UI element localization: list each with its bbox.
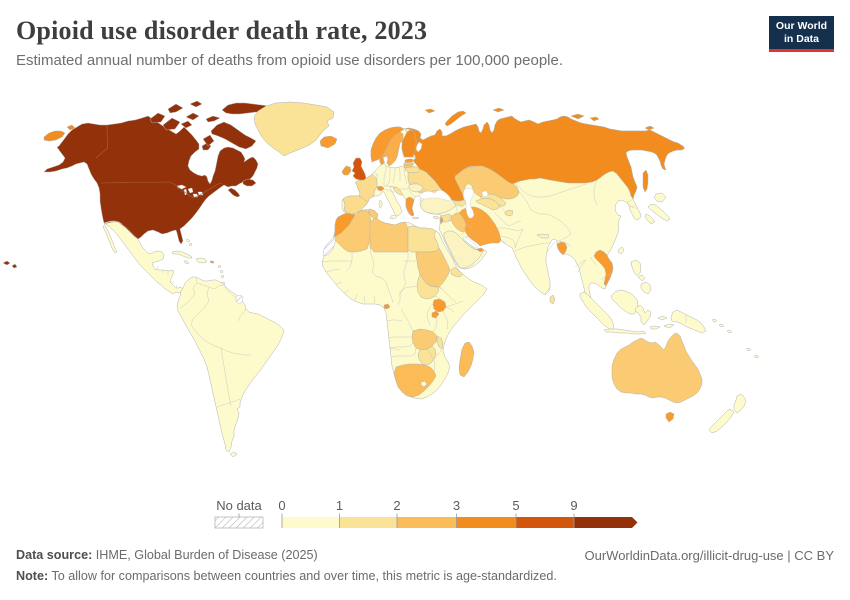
svg-text:3: 3 <box>453 498 460 513</box>
svg-text:1: 1 <box>336 498 343 513</box>
svg-text:0: 0 <box>278 498 285 513</box>
svg-text:5: 5 <box>512 498 519 513</box>
svg-text:9: 9 <box>570 498 577 513</box>
svg-text:2: 2 <box>393 498 400 513</box>
svg-text:No data: No data <box>216 498 262 513</box>
